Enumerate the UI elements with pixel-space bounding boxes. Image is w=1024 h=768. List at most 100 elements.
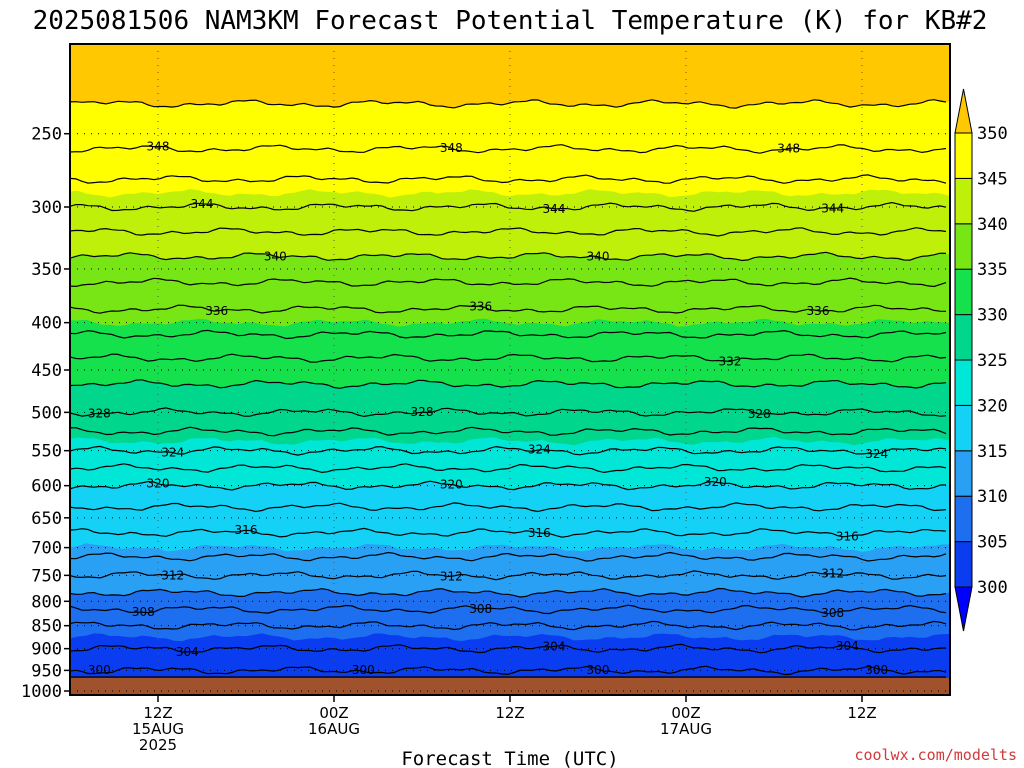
contour-label: 332 (719, 354, 742, 368)
contour-label: 324 (865, 447, 888, 461)
fill-band (70, 44, 950, 109)
contour-label: 320 (440, 477, 463, 491)
contour-label: 312 (161, 568, 184, 582)
contour-line (70, 480, 947, 491)
contour-label: 304 (543, 640, 566, 654)
contour-label: 300 (88, 663, 111, 677)
colorbar-segment (954, 495, 973, 543)
x-tick-label: 17AUG (660, 720, 712, 738)
x-tick-label: 12Z (495, 704, 524, 722)
y-tick-label: 250 (31, 125, 62, 145)
contour-line (70, 551, 947, 562)
y-tick-label: 950 (31, 661, 62, 681)
contour-line (70, 201, 947, 212)
y-tick-label: 300 (31, 198, 62, 218)
contour-label: 340 (264, 249, 287, 263)
contour-label: 344 (191, 197, 214, 211)
contour-label: 328 (88, 406, 111, 420)
contour-label: 348 (147, 140, 170, 154)
x-tick-label: 2025 (139, 736, 177, 754)
y-tick-label: 550 (31, 442, 62, 462)
contour-line (70, 643, 947, 654)
ground-strip (70, 678, 950, 695)
colorbar-tick-label: 305 (977, 533, 1008, 553)
contour-line (70, 251, 947, 262)
contour-label: 336 (205, 304, 228, 318)
colorbar: 300 305 310 315 320 325 330 335 340 345 350 (954, 88, 1008, 632)
contour-label: 300 (865, 663, 888, 677)
colorbar-tick-label: 335 (977, 260, 1008, 280)
colorbar-tick-label: 330 (977, 306, 1008, 326)
y-tick-label: 1000 (21, 682, 62, 702)
contour-line (70, 304, 947, 314)
contour-line (70, 604, 947, 615)
contour-label: 344 (543, 202, 566, 216)
y-tick-label: 600 (31, 477, 62, 497)
chart-title: 2025081506 NAM3KM Forecast Potential Tem… (33, 6, 988, 36)
colorbar-tick-label: 345 (977, 169, 1008, 189)
x-tick-label: 00Z (319, 704, 348, 722)
contour-line (70, 620, 947, 631)
contour-line (70, 570, 947, 581)
contour-line (70, 379, 947, 389)
contour-line (70, 407, 947, 418)
contour-label: 336 (469, 299, 492, 313)
contour-line (70, 665, 947, 676)
contour-label: 308 (132, 605, 155, 619)
contour-label: 324 (161, 446, 184, 460)
y-tick-label: 350 (31, 260, 62, 280)
credit-text: coolwx.com/modelts (854, 746, 1017, 764)
colorbar-tick-label: 300 (977, 578, 1008, 598)
contour-label: 312 (821, 567, 844, 581)
x-axis-label: Forecast Time (UTC) (401, 748, 618, 768)
colorbar-segment (954, 450, 973, 497)
contour-line (70, 527, 947, 538)
contour-label: 348 (440, 141, 463, 155)
contour-label: 336 (807, 304, 830, 318)
contour-label: 304 (836, 639, 859, 653)
contour-label: 324 (528, 443, 551, 457)
colorbar-tick-label: 320 (977, 396, 1008, 416)
y-tick-label: 850 (31, 617, 62, 637)
contour-label: 316 (528, 526, 551, 540)
colorbar-tick-label: 310 (977, 487, 1008, 507)
y-tick-label: 800 (31, 592, 62, 612)
contour-line (70, 353, 947, 363)
contour-label: 320 (147, 477, 170, 491)
contour-line (70, 174, 947, 184)
contour-line (70, 587, 947, 598)
x-tick-label: 12Z (847, 704, 876, 722)
y-tick-label: 750 (31, 566, 62, 586)
contour-label: 340 (587, 250, 610, 264)
contour-labels: 348 348 348 344 344 344 340 340 336 336 336 332 328 3… (88, 140, 888, 677)
colorbar-tick-label: 340 (977, 215, 1008, 235)
colorbar-segment (954, 359, 973, 406)
x-tick-label: 12Z (143, 704, 172, 722)
contour-label: 304 (176, 645, 199, 659)
contour-label: 348 (777, 142, 800, 156)
plot-fill (70, 44, 950, 695)
y-tick-label: 650 (31, 509, 62, 529)
contour-line (70, 99, 947, 109)
colorbar-segment (954, 314, 973, 361)
contour-label: 316 (235, 523, 258, 537)
y-tick-label: 900 (31, 640, 62, 660)
x-tick-label: 16AUG (308, 720, 360, 738)
colorbar-tick-label: 325 (977, 351, 1008, 371)
colorbar-segment (954, 541, 973, 588)
contour-label: 328 (411, 405, 434, 419)
contour-line (70, 426, 947, 437)
contour-label: 300 (587, 663, 610, 677)
y-tick-label: 700 (31, 539, 62, 559)
y-tick-label: 400 (31, 314, 62, 334)
contour-line (70, 227, 947, 237)
y-tick-label: 450 (31, 361, 62, 381)
y-tick-label: 500 (31, 403, 62, 423)
colorbar-cap-bottom (954, 586, 973, 632)
contour-line (70, 329, 947, 340)
x-tick-label: 00Z (671, 704, 700, 722)
contour-label: 300 (352, 663, 375, 677)
colorbar-tick-label: 350 (977, 124, 1008, 144)
contour-label: 320 (704, 475, 727, 489)
